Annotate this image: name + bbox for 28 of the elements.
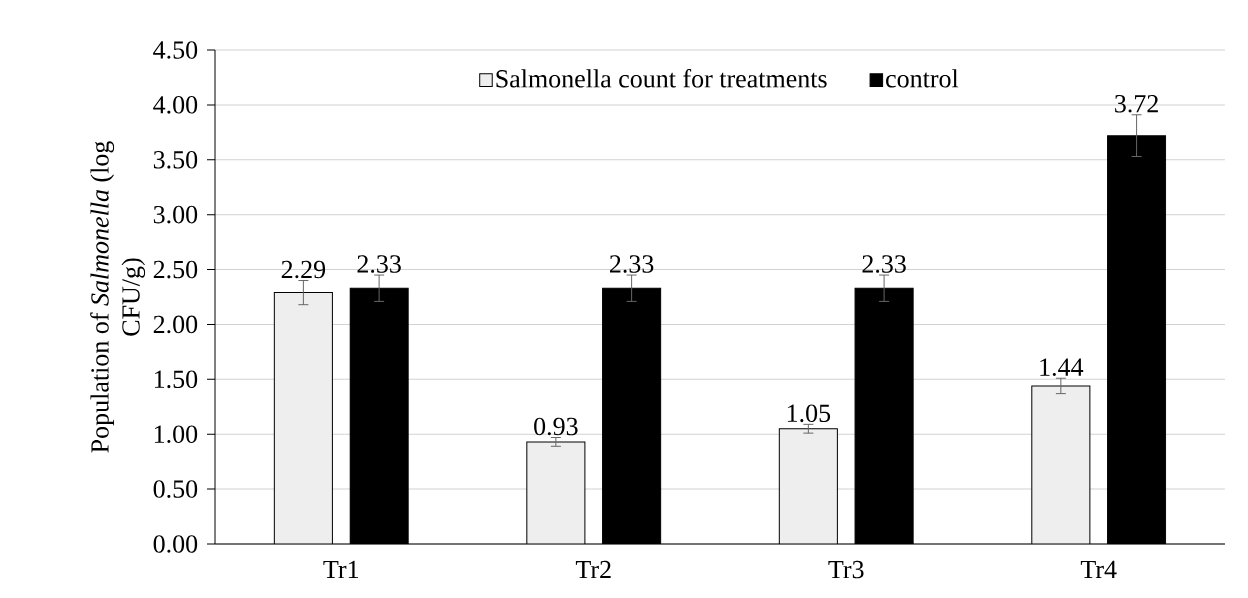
y-tick-label: 2.50 [153,260,198,279]
legend-label: Salmonella count for treatments [496,69,827,88]
x-tick-label: Tr4 [1080,560,1117,578]
x-tick-label: Tr3 [828,560,864,579]
x-tick-label: Tr1 [323,560,358,579]
x-tick-label: Tr2 [575,560,611,579]
data-label: 2.33 [610,255,654,273]
y-tick-label: 1.00 [154,425,198,444]
y-tick-label: 2.00 [153,315,198,334]
data-label: 2.33 [862,255,906,273]
data-label: 2.33 [357,255,401,273]
y-tick-label: 0.00 [153,535,198,553]
legend-label: control [886,69,959,88]
y-tick-label: 4.00 [153,96,198,114]
data-label: 0.93 [534,417,578,436]
y-tick-label: 3.50 [153,150,198,169]
data-label: 1.44 [1040,358,1084,377]
y-tick-label: 1.50 [154,370,198,389]
y-tick-label: 3.00 [153,205,198,224]
data-label: 3.72 [1115,94,1158,113]
y-tick-label: 0.50 [153,480,198,498]
bar [526,441,585,544]
bar [274,292,333,544]
data-label: 2.29 [281,260,326,279]
y-tick-label: 4.50 [153,41,198,59]
bar [779,428,838,544]
bar [1031,385,1091,544]
data-label: 1.05 [787,404,831,423]
